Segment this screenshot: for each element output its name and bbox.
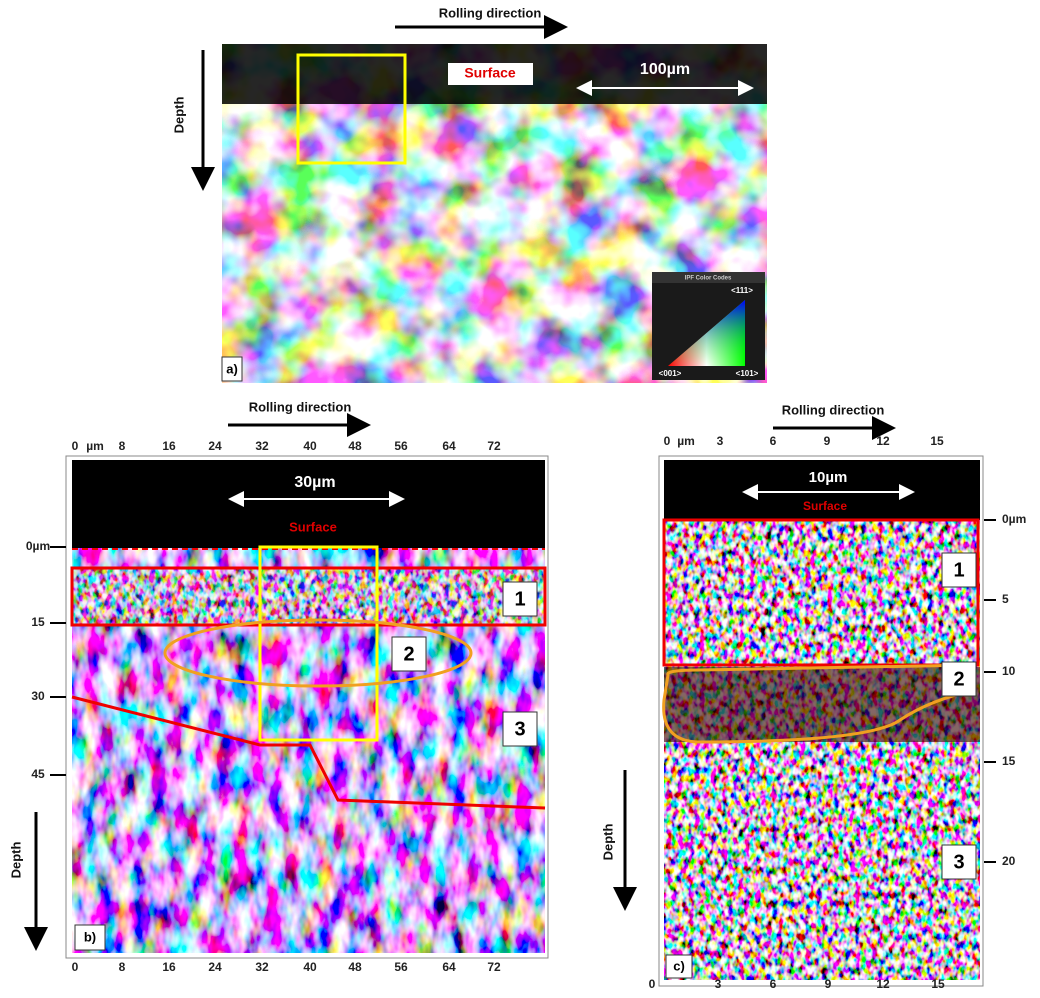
depth-tick-label: 0µm — [1002, 512, 1026, 526]
depth-tick-label: 5 — [1002, 592, 1009, 606]
tick-label: 15 — [931, 977, 945, 991]
scale-bar-label: 30µm — [294, 474, 335, 491]
depth-tick-label: 15 — [31, 615, 45, 629]
surface-label: Surface — [289, 519, 337, 534]
tick-label: 32 — [255, 439, 269, 453]
tick-label: 0 — [649, 977, 656, 991]
tick-label: 32 — [255, 960, 269, 974]
legend-101: <101> — [736, 369, 759, 378]
depth-label: Depth — [600, 824, 615, 861]
tick-label: 40 — [303, 960, 317, 974]
tick-label: 64 — [442, 439, 456, 453]
tick-label: 72 — [487, 439, 501, 453]
tick-label: 0 — [72, 439, 79, 453]
tick-label: µm — [677, 434, 695, 448]
frame — [658, 455, 984, 987]
region-label: 3 — [953, 851, 964, 873]
rolling-direction: Rolling direction — [249, 399, 352, 414]
panel-label-box — [74, 924, 106, 951]
highlight-box — [258, 545, 379, 742]
region-2-ellipse — [163, 618, 473, 688]
tick-label: 48 — [348, 960, 362, 974]
frame — [65, 455, 549, 959]
tick-label: 8 — [119, 439, 126, 453]
tick-label: 6 — [770, 434, 777, 448]
tick-label: 72 — [487, 960, 501, 974]
depth-tick-label: 10 — [1002, 664, 1016, 678]
tick-label: 24 — [208, 960, 222, 974]
tick-label: 0 — [72, 960, 79, 974]
region-3-boundary — [71, 695, 546, 810]
legend-titlebar — [652, 272, 765, 283]
tick-label: 64 — [442, 960, 456, 974]
panel-label-box — [221, 356, 243, 382]
panel-label: a) — [226, 361, 238, 376]
panel-c: Rolling direction 10µm Surface Depth c) — [600, 402, 984, 987]
tick-label: 12 — [876, 977, 890, 991]
region-1-box — [70, 566, 547, 627]
ipf-legend: IPF Color Codes <111> <001> <101> — [652, 272, 765, 380]
tick-label: 3 — [717, 434, 724, 448]
region-label: 2 — [403, 643, 414, 665]
highlight-box — [296, 53, 407, 165]
scale-bar-label: 10µm — [809, 469, 848, 486]
region-1-box — [662, 518, 980, 667]
legend-111: <111> — [731, 286, 753, 295]
surface-label: Surface — [803, 499, 847, 513]
tick-label: 48 — [348, 439, 362, 453]
region-2-outline — [662, 663, 977, 744]
tick-label: 12 — [876, 434, 890, 448]
depth-tick-label: 30 — [31, 689, 45, 703]
ipf-triangle-overlay — [668, 300, 745, 366]
tick-label: 3 — [715, 977, 722, 991]
tick-label: 8 — [119, 960, 126, 974]
region-label: 3 — [514, 718, 525, 740]
depth-tick-label: 15 — [1002, 754, 1016, 768]
region-label: 2 — [953, 668, 964, 690]
panel-label: b) — [84, 929, 96, 944]
tick-label: 24 — [208, 439, 222, 453]
panel-b: Rolling direction 30µm Surface Depth b) — [8, 399, 549, 959]
tick-label: 56 — [394, 960, 408, 974]
panel-label: c) — [673, 958, 685, 973]
depth-tick-label: 20 — [1002, 854, 1016, 868]
surface-region — [72, 460, 545, 548]
region-label: 1 — [514, 588, 525, 610]
tick-label: 40 — [303, 439, 317, 453]
panel-a: Rolling direction Depth Surface 100µm IP… — [171, 5, 767, 383]
rolling-direction: Rolling direction — [439, 5, 542, 20]
depth-tick-label: 0µm — [26, 539, 50, 553]
scale-bar-label: 100µm — [640, 61, 690, 78]
tick-label: µm — [86, 439, 104, 453]
region-label: 1 — [953, 559, 964, 581]
region-box — [941, 661, 977, 697]
tick-label: 15 — [930, 434, 944, 448]
region-box — [391, 636, 427, 672]
panel-label-box — [665, 954, 693, 979]
tick-label: 9 — [824, 434, 831, 448]
tick-label: 56 — [394, 439, 408, 453]
tick-label: 9 — [825, 977, 832, 991]
region-box — [502, 711, 538, 747]
fine-grain-band — [72, 568, 545, 625]
surface-box — [448, 63, 533, 85]
tick-label: 6 — [770, 977, 777, 991]
tick-label: 16 — [162, 439, 176, 453]
legend-001: <001> — [659, 369, 682, 378]
region-box — [502, 581, 538, 617]
region-box — [941, 552, 977, 588]
surface-label: Surface — [464, 65, 516, 81]
tick-label: 16 — [162, 960, 176, 974]
legend-title: IPF Color Codes — [685, 276, 732, 282]
tick-label: 0 — [664, 434, 671, 448]
depth-tick-label: 45 — [31, 767, 45, 781]
region-box — [941, 844, 977, 880]
rolling-direction: Rolling direction — [782, 402, 885, 417]
depth-label: Depth — [171, 97, 186, 134]
depth-label: Depth — [8, 842, 23, 879]
